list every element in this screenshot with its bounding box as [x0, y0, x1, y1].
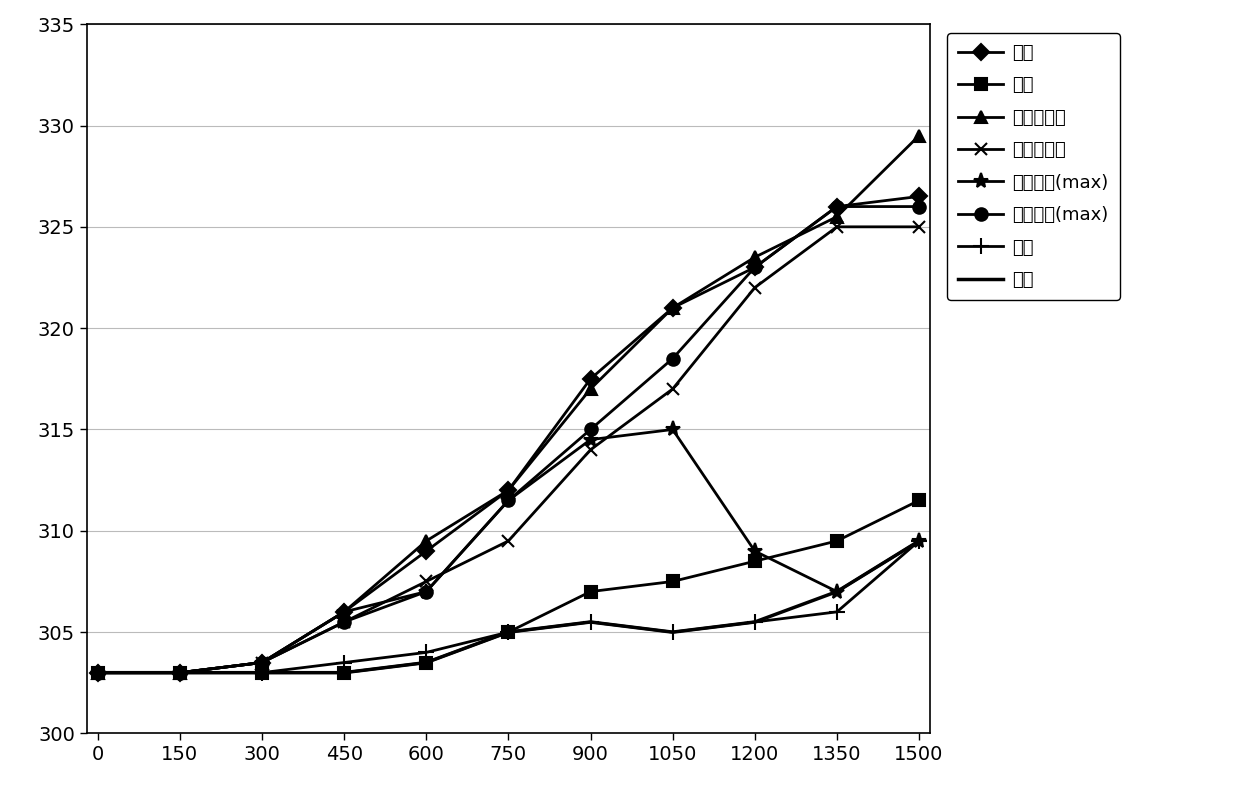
垂直换热面 [419, 576, 434, 586]
顶面 [337, 607, 352, 617]
Line: 顶面: 顶面 [92, 191, 925, 678]
燃油 [337, 658, 352, 667]
Line: 水平换热面: 水平换热面 [92, 130, 925, 679]
第一设备(max) [748, 546, 763, 556]
第一设备(max) [172, 668, 187, 678]
第一设备(max) [583, 434, 598, 444]
水平换热面 [911, 131, 926, 140]
水平换热面 [419, 536, 434, 546]
底面 [911, 496, 926, 505]
燃油 [419, 647, 434, 657]
底面 [419, 658, 434, 667]
顶面 [583, 374, 598, 384]
空气 [91, 668, 105, 678]
垂直换热面 [830, 222, 844, 231]
垂直换热面 [254, 658, 269, 667]
第二设备(max) [583, 425, 598, 434]
水平换热面 [583, 384, 598, 394]
空气 [419, 658, 434, 667]
空气 [665, 627, 680, 637]
水平换热面 [501, 485, 516, 495]
底面 [501, 627, 516, 637]
顶面 [254, 658, 269, 667]
垂直换热面 [665, 384, 680, 394]
第一设备(max) [830, 587, 844, 596]
顶面 [911, 192, 926, 202]
顶面 [419, 546, 434, 556]
水平换热面 [254, 658, 269, 667]
垂直换热面 [337, 617, 352, 627]
燃油 [830, 607, 844, 617]
第二设备(max) [911, 202, 926, 211]
空气 [172, 668, 187, 678]
空气 [254, 668, 269, 678]
垂直换热面 [583, 445, 598, 455]
垂直换热面 [172, 668, 187, 678]
底面 [337, 668, 352, 678]
垂直换热面 [501, 536, 516, 546]
水平换热面 [748, 252, 763, 262]
垂直换热面 [748, 283, 763, 293]
第一设备(max) [911, 536, 926, 546]
第二设备(max) [91, 668, 105, 678]
顶面 [665, 303, 680, 313]
第一设备(max) [337, 607, 352, 617]
垂直换热面 [911, 222, 926, 231]
第二设备(max) [748, 263, 763, 272]
燃油 [172, 668, 187, 678]
顶面 [748, 263, 763, 272]
空气 [583, 617, 598, 627]
燃油 [911, 536, 926, 546]
Line: 燃油: 燃油 [91, 534, 926, 680]
Line: 第二设备(max): 第二设备(max) [92, 201, 925, 679]
燃油 [91, 668, 105, 678]
第一设备(max) [501, 496, 516, 505]
第二设备(max) [337, 617, 352, 627]
燃油 [583, 617, 598, 627]
Line: 第一设备(max): 第一设备(max) [91, 422, 926, 680]
空气 [911, 536, 926, 546]
空气 [501, 627, 516, 637]
垂直换热面 [91, 668, 105, 678]
底面 [583, 587, 598, 596]
第一设备(max) [91, 668, 105, 678]
第二设备(max) [419, 587, 434, 596]
燃油 [254, 668, 269, 678]
第一设备(max) [665, 425, 680, 434]
第二设备(max) [501, 496, 516, 505]
水平换热面 [337, 607, 352, 617]
底面 [665, 576, 680, 586]
底面 [172, 668, 187, 678]
Legend: 顶面, 底面, 水平换热面, 垂直换热面, 第一设备(max), 第二设备(max), 燃油, 空气: 顶面, 底面, 水平换热面, 垂直换热面, 第一设备(max), 第二设备(ma… [947, 33, 1120, 300]
空气 [337, 668, 352, 678]
底面 [830, 536, 844, 546]
底面 [254, 668, 269, 678]
第二设备(max) [172, 668, 187, 678]
燃油 [665, 627, 680, 637]
顶面 [91, 668, 105, 678]
顶面 [172, 668, 187, 678]
底面 [91, 668, 105, 678]
空气 [830, 587, 844, 596]
第二设备(max) [254, 658, 269, 667]
Line: 底面: 底面 [92, 495, 925, 678]
燃油 [501, 627, 516, 637]
Line: 垂直换热面: 垂直换热面 [92, 221, 925, 679]
底面 [748, 556, 763, 566]
顶面 [501, 485, 516, 495]
水平换热面 [172, 668, 187, 678]
第二设备(max) [830, 202, 844, 211]
顶面 [830, 202, 844, 211]
空气 [748, 617, 763, 627]
水平换热面 [91, 668, 105, 678]
第一设备(max) [254, 658, 269, 667]
水平换热面 [830, 212, 844, 222]
Line: 空气: 空气 [98, 541, 919, 673]
燃油 [748, 617, 763, 627]
水平换热面 [665, 303, 680, 313]
第二设备(max) [665, 354, 680, 364]
第一设备(max) [419, 587, 434, 596]
